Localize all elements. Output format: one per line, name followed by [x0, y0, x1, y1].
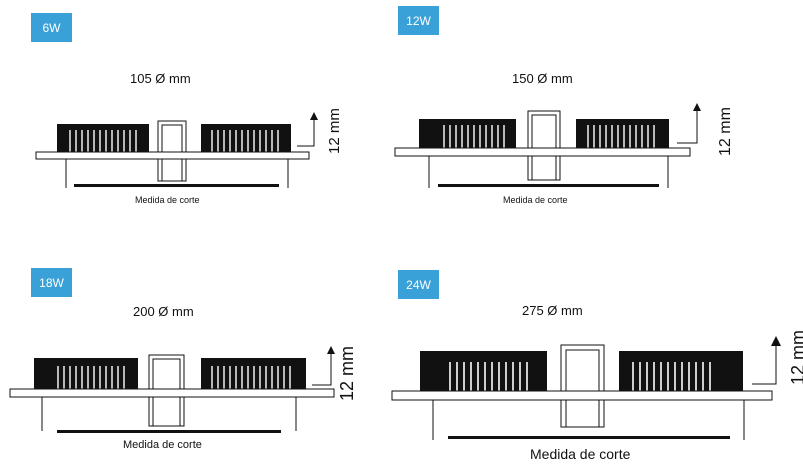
wattage-badge-24w: 24W [398, 270, 439, 299]
fins-right-6w [201, 124, 291, 152]
height-label-24w: 12 mm [788, 329, 803, 385]
driver-box-6w [157, 120, 187, 182]
fins-left-6w [57, 124, 149, 152]
diameter-label-12w: 150 Ø mm [512, 71, 573, 86]
cut-label-12w: Medida de corte [503, 195, 568, 205]
wattage-badge-18w: 18W [31, 268, 72, 297]
wattage-badge-12w: 12W [398, 6, 439, 35]
diameter-label-6w: 105 Ø mm [130, 71, 191, 86]
fin-gaps-6w [69, 130, 279, 152]
wattage-badge-6w: 6W [31, 13, 72, 42]
cut-label-6w: Medida de corte [135, 195, 200, 205]
arrow-6w [310, 112, 318, 120]
cut-line-6w [74, 184, 279, 187]
diameter-label-18w: 200 Ø mm [133, 304, 194, 319]
cut-label-24w: Medida de corte [530, 446, 631, 462]
cut-label-18w: Medida de corte [123, 439, 202, 451]
diameter-label-24w: 275 Ø mm [522, 303, 583, 318]
plate-6w [35, 151, 310, 160]
